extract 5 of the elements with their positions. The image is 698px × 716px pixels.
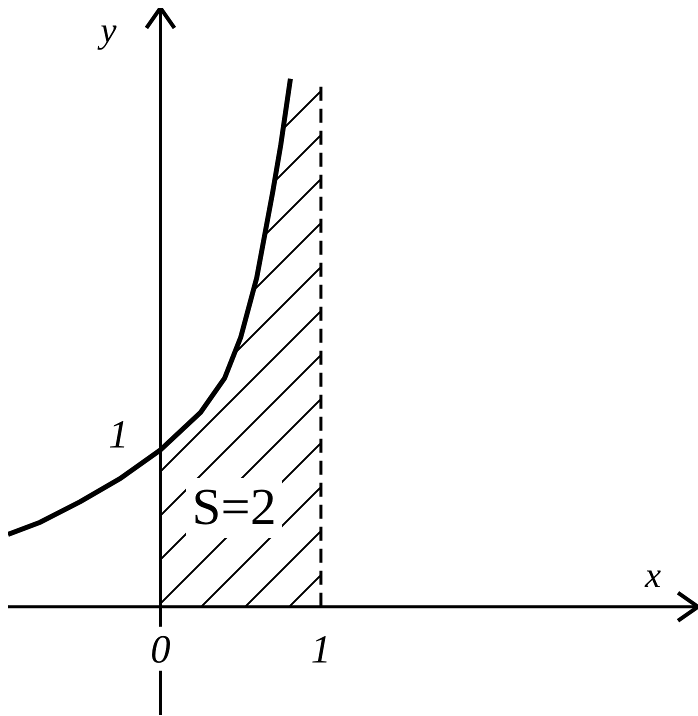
x-axis-title: x	[644, 554, 662, 595]
y-axis-title: y	[97, 10, 116, 50]
x-tick-label: 0	[150, 626, 170, 672]
annotation: S=2	[186, 478, 282, 538]
annotation: 1	[108, 411, 128, 456]
